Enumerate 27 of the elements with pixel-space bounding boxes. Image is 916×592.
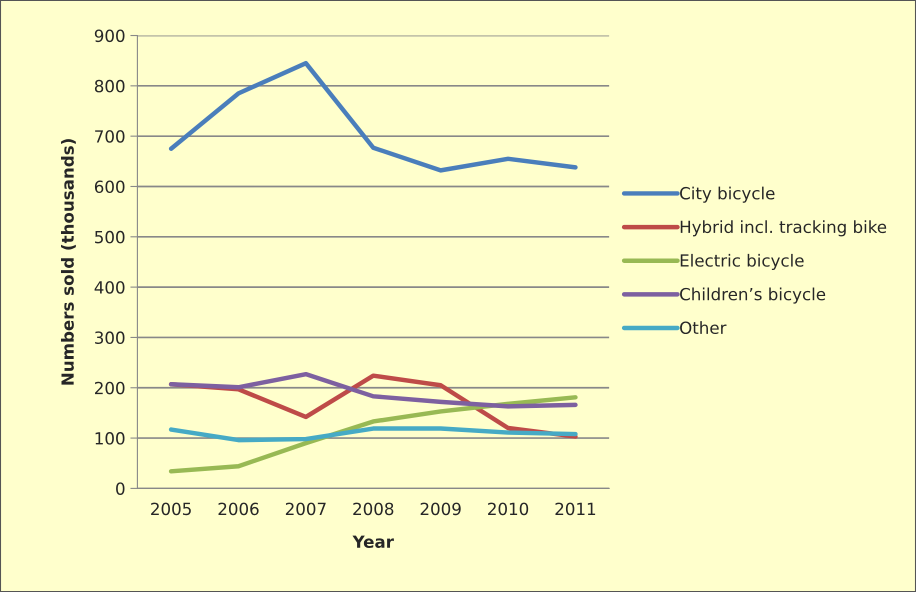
line-series [168,60,578,173]
x-tick-label: 2009 [420,502,461,516]
x-tick-label: 2005 [151,502,191,516]
y-tick-label: 500 [95,230,124,244]
legend-label: Other [680,321,726,334]
y-tick-label: 600 [94,180,124,194]
x-tick-label: 2011 [555,502,596,516]
x-tick-label: 2008 [353,502,394,516]
y-tick-label: 400 [94,281,124,294]
legend-label: Hybrid incl. tracking bike [680,220,886,236]
x-axis-title: Year [352,536,394,548]
y-tick-label: 100 [96,432,124,445]
legend-label: City bicycle [680,186,774,203]
y-tick-label: 800 [94,80,124,92]
line-series [168,372,578,409]
y-axis-title: Numbers sold (thousands) [60,139,76,385]
y-tick-label: 300 [95,331,124,344]
x-tick-label: 2010 [488,502,528,516]
y-tick-label: 900 [94,29,124,42]
legend-label: Children’s bicycle [680,288,826,304]
x-tick-label: 2007 [286,502,326,516]
x-tick-label: 2006 [218,502,259,516]
y-tick-label: 200 [95,382,124,394]
y-tick-label: 700 [95,130,124,143]
legend-label: Electric bicycle [680,254,804,270]
y-tick-label: 0 [116,482,124,495]
line-series [168,426,578,442]
